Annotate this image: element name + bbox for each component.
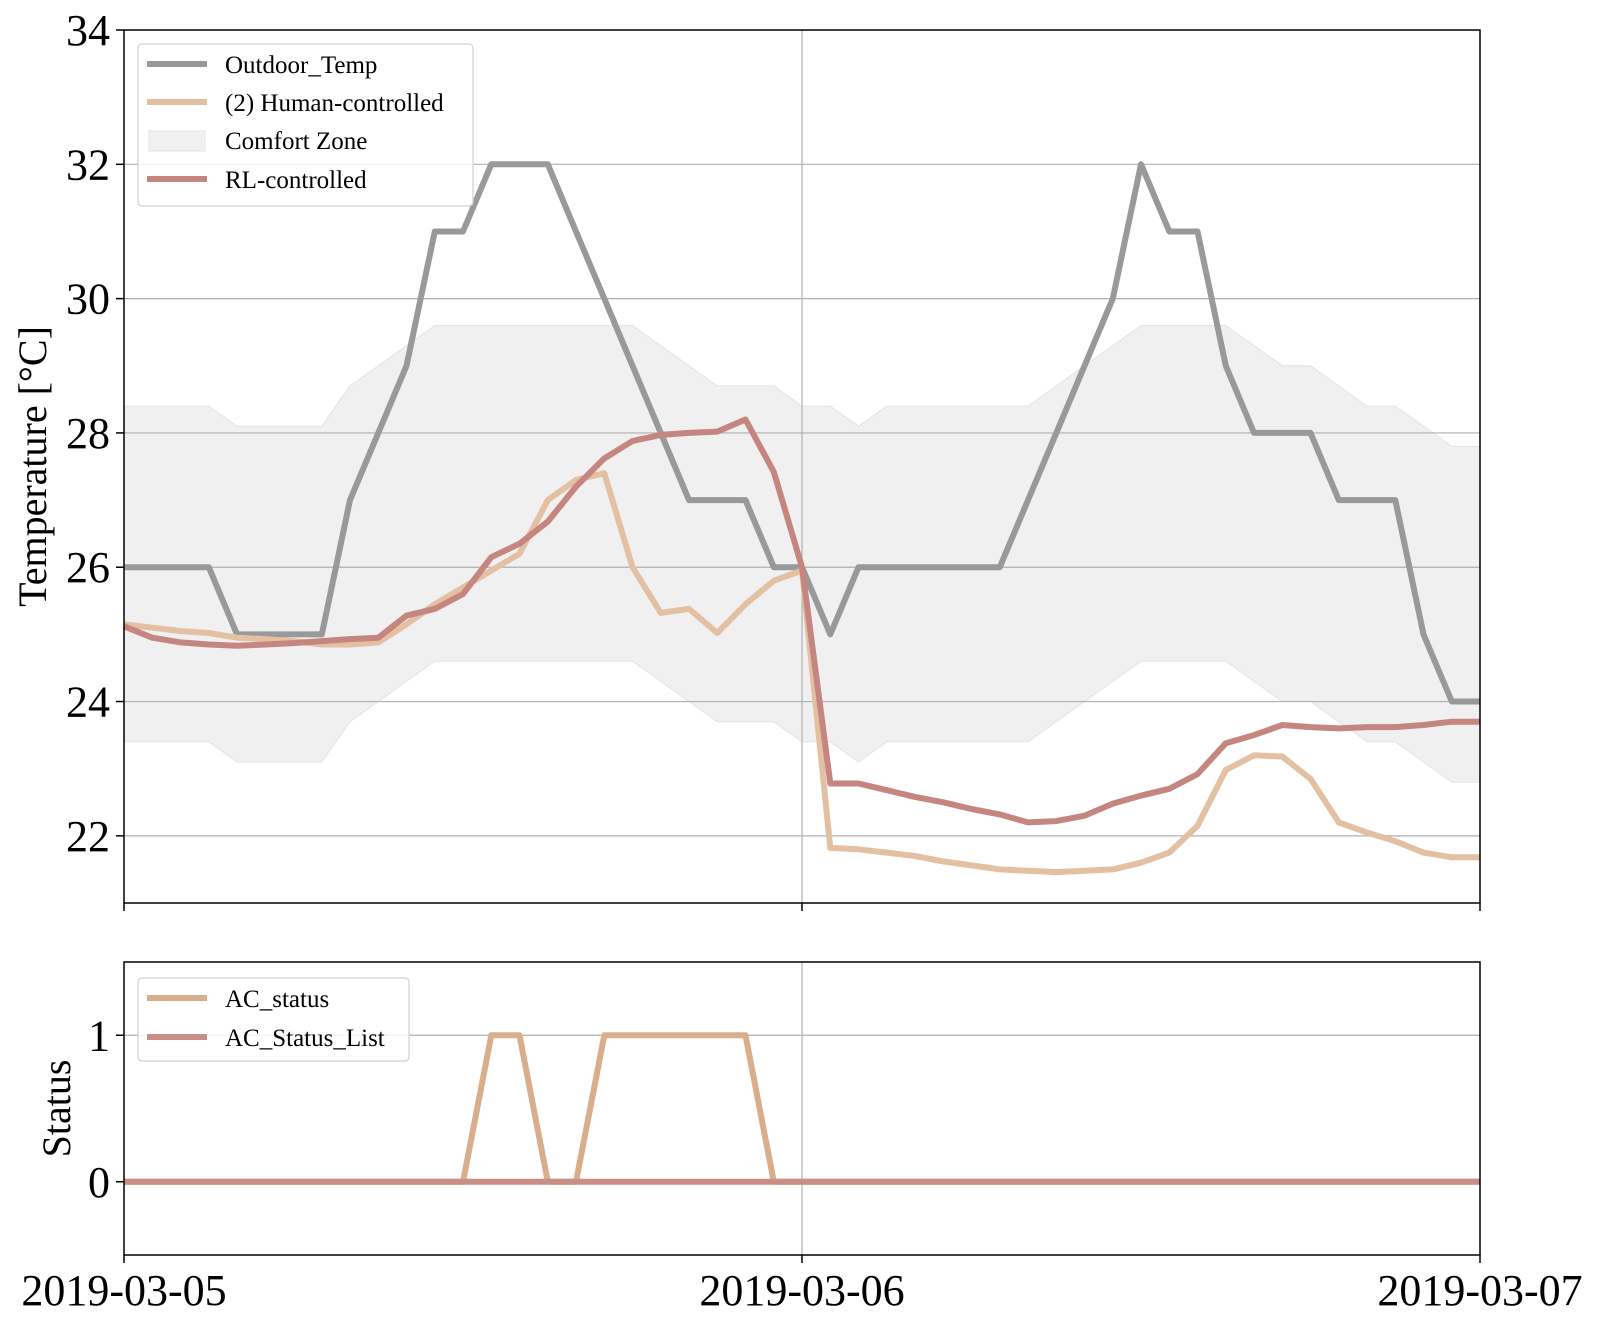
temperature-legend: Outdoor_Temp (2) Human-controlled Comfor… xyxy=(137,43,474,207)
temperature-panel: 22 24 26 28 30 32 34 Temperature [°C] Outdoor_… xyxy=(10,6,1481,911)
series-line-rl xyxy=(122,416,1480,826)
legend-label-rl: RL-controlled xyxy=(225,167,367,194)
status-x-ticks: 2019-03-05 2019-03-06 2019-03-07 xyxy=(21,1255,1583,1315)
temperature-legend-box xyxy=(137,43,474,207)
y-tick-label: 34 xyxy=(66,6,110,55)
y-tick-label: 22 xyxy=(66,812,110,861)
status-y-axis-label: Status xyxy=(34,1060,79,1158)
y-tick-label: 26 xyxy=(66,543,110,592)
legend-label-ac-status-list: AC_Status_List xyxy=(225,1025,385,1052)
x-tick-label: 2019-03-07 xyxy=(1377,1266,1582,1315)
legend-swatch-comfort xyxy=(148,130,206,152)
y-tick-label: 28 xyxy=(66,409,110,458)
y-tick-label: 30 xyxy=(66,275,110,324)
temperature-y-ticks: 22 24 26 28 30 32 34 xyxy=(66,6,124,861)
legend-label-outdoor: Outdoor_Temp xyxy=(225,52,377,79)
temperature-y-axis-label: Temperature [°C] xyxy=(10,326,55,607)
x-tick-label: 2019-03-05 xyxy=(21,1266,226,1315)
legend-label-ac-status: AC_status xyxy=(225,986,329,1013)
status-y-ticks: 01 xyxy=(88,1011,124,1207)
status-series-layer xyxy=(124,1032,1480,1185)
y-tick-label: 24 xyxy=(66,678,110,727)
status-panel: 01 2019-03-05 2019-03-06 2019-03-07 Status… xyxy=(21,961,1583,1315)
y-tick-label: 1 xyxy=(88,1011,110,1060)
legend-label-comfort: Comfort Zone xyxy=(225,128,367,155)
status-legend: AC_status AC_Status_List xyxy=(137,977,410,1062)
x-tick-label: 2019-03-06 xyxy=(699,1266,904,1315)
temperature-series-layer xyxy=(122,161,1480,876)
y-tick-label: 32 xyxy=(66,140,110,189)
legend-label-human: (2) Human-controlled xyxy=(225,90,444,117)
temperature-x-ticks xyxy=(123,903,1481,911)
y-tick-label: 0 xyxy=(88,1158,110,1207)
